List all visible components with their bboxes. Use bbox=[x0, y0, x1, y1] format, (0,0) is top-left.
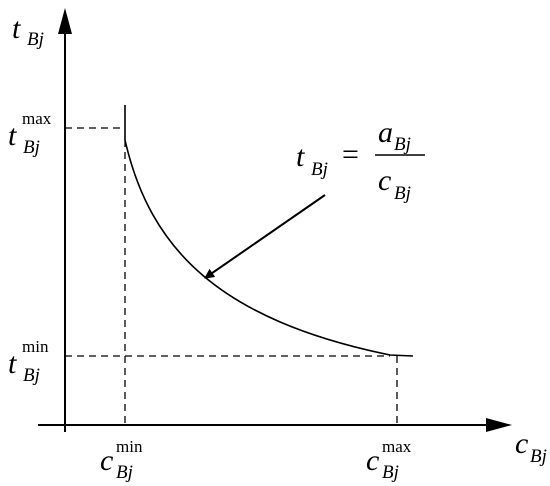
formula-operator: = bbox=[342, 138, 359, 171]
y-tick-sup: max bbox=[22, 109, 52, 128]
formula-denominator-sub: Bj bbox=[394, 183, 411, 204]
x-axis-label-sub: Bj bbox=[530, 446, 547, 467]
y-axis-arrow bbox=[58, 8, 72, 34]
x-tick-label: c bbox=[366, 444, 379, 477]
x-tick-sup: min bbox=[116, 437, 143, 456]
formula-lhs: t bbox=[296, 140, 305, 173]
x-axis-label: c bbox=[515, 427, 528, 460]
x-axis-arrow bbox=[486, 418, 512, 432]
x-tick-sup: max bbox=[382, 437, 412, 456]
y-tick-label: t bbox=[8, 119, 17, 152]
y-axis-label-sub: Bj bbox=[27, 29, 44, 50]
y-tick-label: t bbox=[8, 347, 17, 380]
formula-numerator: a bbox=[378, 116, 393, 149]
formula-denominator: c bbox=[378, 164, 391, 197]
x-tick-sub: Bj bbox=[116, 462, 133, 483]
formula-numerator-sub: Bj bbox=[394, 134, 411, 155]
curve bbox=[124, 105, 414, 357]
formula-lhs-sub: Bj bbox=[311, 159, 328, 180]
y-tick-sub: Bj bbox=[23, 365, 40, 386]
pointer-arrow bbox=[204, 194, 326, 279]
x-tick-sub: Bj bbox=[382, 462, 399, 483]
y-tick-sub: Bj bbox=[23, 137, 40, 158]
y-axis-label: t bbox=[12, 12, 21, 45]
y-tick-sup: min bbox=[22, 337, 49, 356]
x-tick-label: c bbox=[100, 444, 113, 477]
